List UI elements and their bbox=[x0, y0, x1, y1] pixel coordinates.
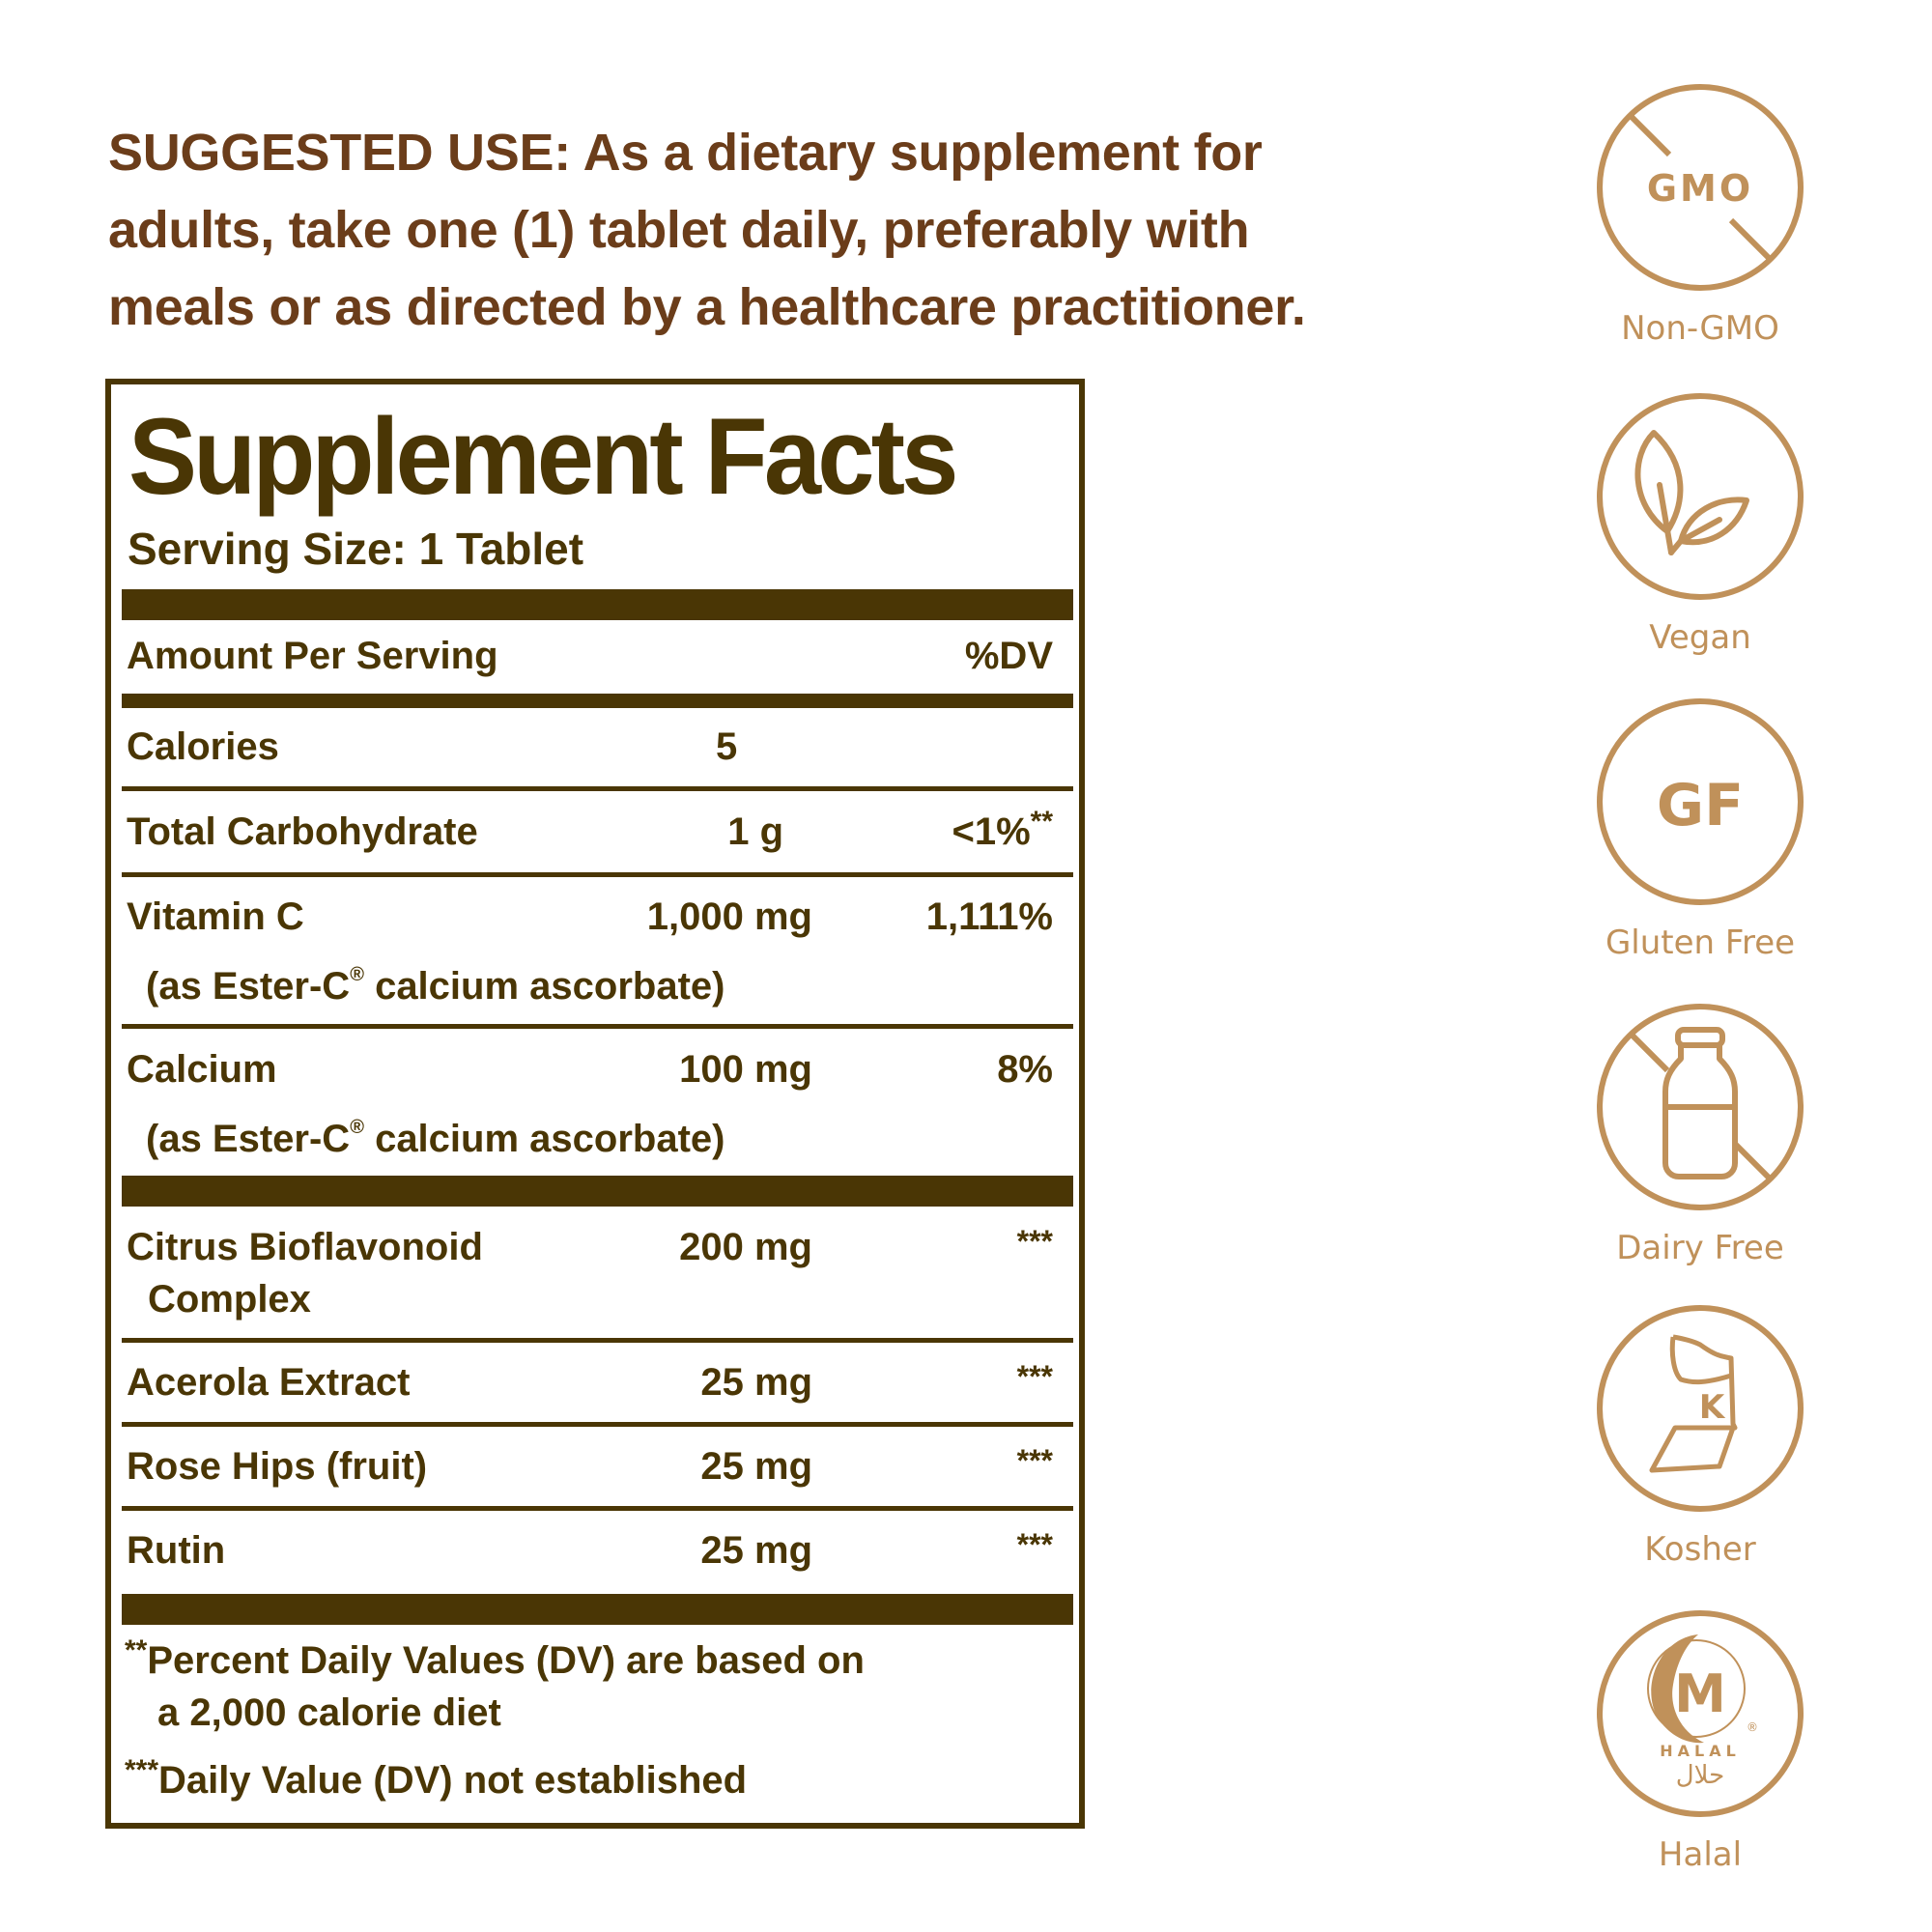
row-divider bbox=[122, 786, 1073, 791]
badge-gluten-free: GF Gluten Free bbox=[1584, 694, 1816, 962]
milk-bottle-crossed-icon bbox=[1597, 1004, 1804, 1210]
nutrient-amount: 100 mg bbox=[679, 1048, 812, 1091]
nutrient-name-line2: Complex bbox=[148, 1278, 311, 1321]
suggested-use-line-1: SUGGESTED USE: As a dietary supplement f… bbox=[108, 124, 1263, 182]
nutrient-source: (as Ester-C® calcium ascorbate) bbox=[146, 1117, 725, 1160]
badge-halal: M ® HALAL حلال Halal bbox=[1584, 1605, 1816, 1874]
dv-column-label: %DV bbox=[964, 635, 1053, 677]
leaf-icon bbox=[1597, 393, 1804, 600]
svg-text:®: ® bbox=[1747, 1720, 1758, 1734]
nutrient-dv: *** bbox=[1016, 1224, 1053, 1259]
nutrient-dv: *** bbox=[1016, 1443, 1053, 1478]
thick-divider bbox=[122, 1176, 1073, 1207]
nutrient-amount: 1,000 mg bbox=[646, 895, 812, 938]
svg-text:GMO: GMO bbox=[1647, 167, 1753, 210]
nutrient-amount: 25 mg bbox=[700, 1361, 812, 1404]
badge-label: Non-GMO bbox=[1621, 309, 1779, 348]
badge-non-gmo: GMO Non-GMO bbox=[1584, 79, 1816, 348]
suggested-use-text: SUGGESTED USE: As a dietary supplement f… bbox=[108, 114, 1403, 346]
badge-label: Gluten Free bbox=[1605, 923, 1796, 962]
badge-label: Dairy Free bbox=[1616, 1229, 1784, 1267]
thick-divider bbox=[122, 1594, 1073, 1625]
nutrient-amount: 1 g bbox=[727, 810, 783, 853]
thick-divider bbox=[122, 589, 1073, 620]
nutrient-name: Calcium bbox=[127, 1048, 277, 1091]
svg-text:HALAL: HALAL bbox=[1660, 1742, 1741, 1760]
nutrient-amount: 25 mg bbox=[700, 1445, 812, 1488]
row-divider bbox=[122, 1024, 1073, 1029]
footnote-dv-basis-line2: a 2,000 calorie diet bbox=[157, 1691, 501, 1734]
svg-text:K: K bbox=[1699, 1388, 1726, 1427]
footnote-dv-basis: **Percent Daily Values (DV) are based on bbox=[125, 1634, 865, 1683]
badge-label: Kosher bbox=[1644, 1530, 1756, 1569]
gmo-crossed-icon: GMO bbox=[1597, 84, 1804, 291]
nutrient-name: Citrus Bioflavonoid bbox=[127, 1226, 483, 1268]
badge-kosher: K Kosher bbox=[1584, 1300, 1816, 1569]
nutrient-name: Calories bbox=[127, 725, 279, 768]
nutrient-dv: 8% bbox=[997, 1048, 1053, 1091]
badge-label: Vegan bbox=[1649, 618, 1751, 657]
nutrient-amount: 5 bbox=[716, 725, 738, 768]
nutrient-name: Vitamin C bbox=[127, 895, 304, 938]
kosher-k-icon: K bbox=[1597, 1305, 1804, 1512]
serving-size: Serving Size: 1 Tablet bbox=[128, 524, 584, 574]
suggested-use-line-2: adults, take one (1) tablet daily, prefe… bbox=[108, 201, 1250, 259]
footnote-dv-not-established: ***Daily Value (DV) not established bbox=[125, 1754, 748, 1803]
badge-vegan: Vegan bbox=[1584, 388, 1816, 657]
halal-m-icon: M ® HALAL حلال bbox=[1597, 1610, 1804, 1817]
badge-dairy-free: Dairy Free bbox=[1584, 999, 1816, 1267]
row-divider bbox=[122, 872, 1073, 877]
row-divider bbox=[122, 1338, 1073, 1343]
row-divider bbox=[122, 1506, 1073, 1511]
nutrient-dv: <1%** bbox=[952, 806, 1053, 854]
nutrient-dv: 1,111% bbox=[925, 895, 1053, 938]
nutrient-dv: *** bbox=[1016, 1527, 1053, 1562]
row-divider bbox=[122, 1422, 1073, 1427]
nutrient-amount: 25 mg bbox=[700, 1529, 812, 1572]
amount-per-serving-label: Amount Per Serving bbox=[127, 635, 498, 677]
nutrient-dv: *** bbox=[1016, 1359, 1053, 1394]
nutrient-name: Total Carbohydrate bbox=[127, 810, 478, 853]
supplement-facts-panel: Supplement Facts Serving Size: 1 Tablet … bbox=[105, 379, 1085, 1829]
nutrient-name: Acerola Extract bbox=[127, 1361, 411, 1404]
nutrient-source: (as Ester-C® calcium ascorbate) bbox=[146, 964, 725, 1008]
svg-text:حلال: حلال bbox=[1676, 1761, 1724, 1790]
supplement-facts-title: Supplement Facts bbox=[128, 396, 958, 517]
medium-divider bbox=[122, 694, 1073, 708]
suggested-use-line-3: meals or as directed by a healthcare pra… bbox=[108, 278, 1306, 336]
svg-text:M: M bbox=[1674, 1663, 1726, 1724]
gf-icon: GF bbox=[1597, 698, 1804, 905]
nutrient-amount: 200 mg bbox=[679, 1226, 812, 1268]
nutrient-name: Rutin bbox=[127, 1529, 226, 1572]
badge-label: Halal bbox=[1658, 1835, 1743, 1874]
svg-text:GF: GF bbox=[1657, 772, 1744, 839]
nutrient-name: Rose Hips (fruit) bbox=[127, 1445, 428, 1488]
